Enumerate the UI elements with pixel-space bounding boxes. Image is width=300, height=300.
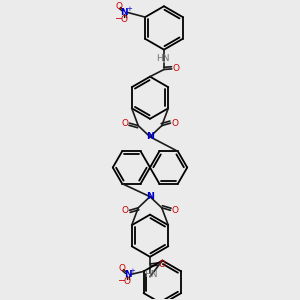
Text: O: O	[122, 206, 129, 215]
Text: O: O	[158, 260, 165, 269]
Text: O: O	[172, 64, 179, 74]
Text: O: O	[121, 15, 128, 24]
Text: +: +	[129, 268, 135, 274]
Text: N: N	[146, 132, 154, 141]
Text: O: O	[124, 277, 131, 286]
Text: N: N	[146, 192, 154, 201]
Text: N: N	[121, 8, 128, 17]
Text: +: +	[126, 6, 132, 12]
Text: HN: HN	[144, 270, 158, 279]
Text: −: −	[118, 276, 126, 286]
Text: O: O	[171, 206, 178, 215]
Text: O: O	[118, 264, 125, 273]
Text: N: N	[124, 270, 131, 279]
Text: O: O	[115, 2, 122, 11]
Text: O: O	[122, 119, 129, 128]
Text: O: O	[171, 119, 178, 128]
Text: −: −	[116, 14, 124, 24]
Text: HN: HN	[157, 53, 170, 62]
